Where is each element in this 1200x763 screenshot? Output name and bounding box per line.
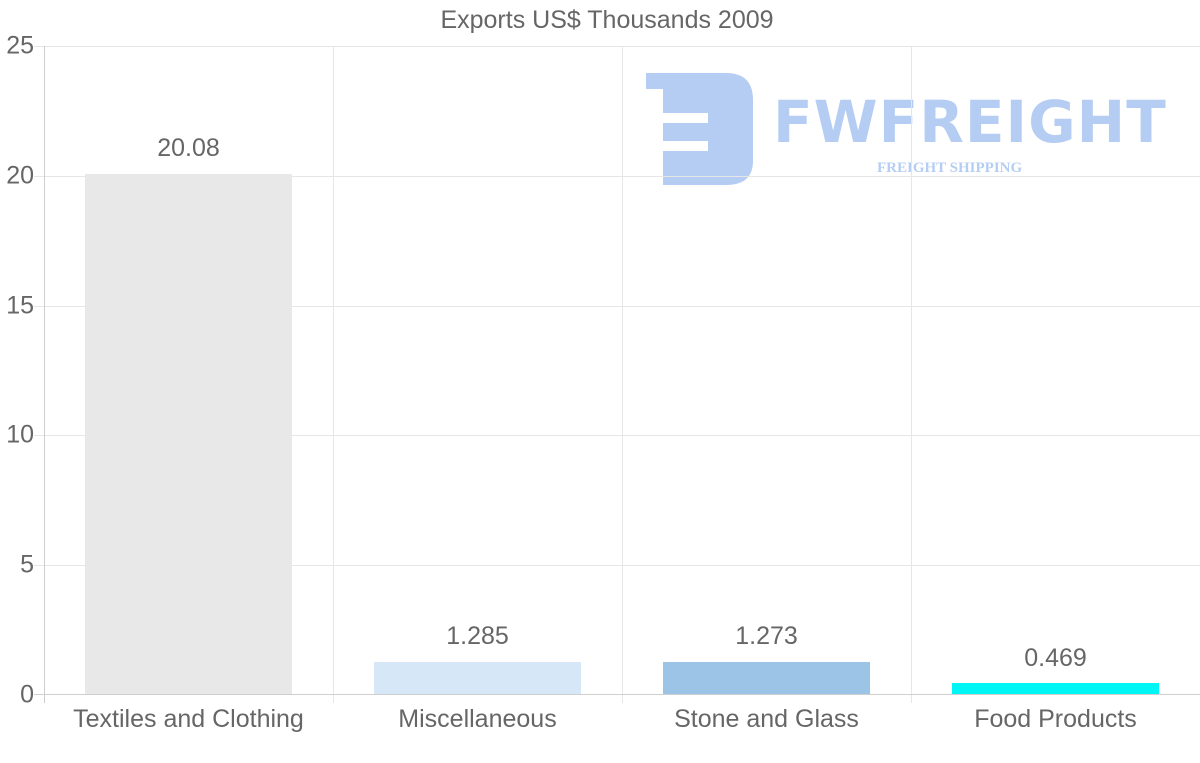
bar-stone-and-glass[interactable] (663, 662, 870, 695)
watermark-tagline: FREIGHT SHIPPING (877, 160, 1023, 176)
y-tick-0: 0 (20, 680, 34, 709)
y-tick-25: 25 (6, 31, 34, 60)
x-label-stone-and-glass: Stone and Glass (674, 705, 859, 733)
y-tick-15: 15 (6, 291, 34, 320)
x-label-textiles-and-clothing: Textiles and Clothing (73, 705, 304, 733)
value-label-stone-and-glass: 1.273 (735, 622, 798, 650)
plot-area: 20.08 1.285 1.273 0.469 (34, 46, 1200, 703)
vgridline-1 (333, 46, 334, 703)
gridline-15 (34, 306, 1200, 307)
vgridline-2 (622, 46, 623, 703)
watermark-logo (646, 73, 753, 185)
chart-title: Exports US$ Thousands 2009 (440, 6, 774, 34)
bar-miscellaneous[interactable] (374, 662, 581, 695)
x-axis-line (34, 694, 1200, 695)
watermark-brand: FWFREIGHT (773, 88, 1167, 156)
y-tick-20: 20 (6, 161, 34, 190)
value-label-miscellaneous: 1.285 (446, 622, 509, 650)
fwfreight-logo-icon (646, 73, 753, 185)
gridline-25 (34, 46, 1200, 47)
y-tick-5: 5 (20, 550, 34, 579)
y-tick-10: 10 (6, 420, 34, 449)
vgridline-3 (911, 46, 912, 703)
x-label-miscellaneous: Miscellaneous (398, 705, 557, 733)
bar-textiles-and-clothing[interactable] (85, 174, 292, 695)
gridline-5 (34, 565, 1200, 566)
gridline-20 (34, 176, 1200, 177)
gridline-10 (34, 435, 1200, 436)
bar-food-products[interactable] (952, 683, 1159, 695)
x-label-food-products: Food Products (974, 705, 1137, 733)
y-axis-line (44, 46, 45, 703)
value-label-food-products: 0.469 (1024, 644, 1087, 672)
value-label-textiles: 20.08 (157, 134, 220, 162)
